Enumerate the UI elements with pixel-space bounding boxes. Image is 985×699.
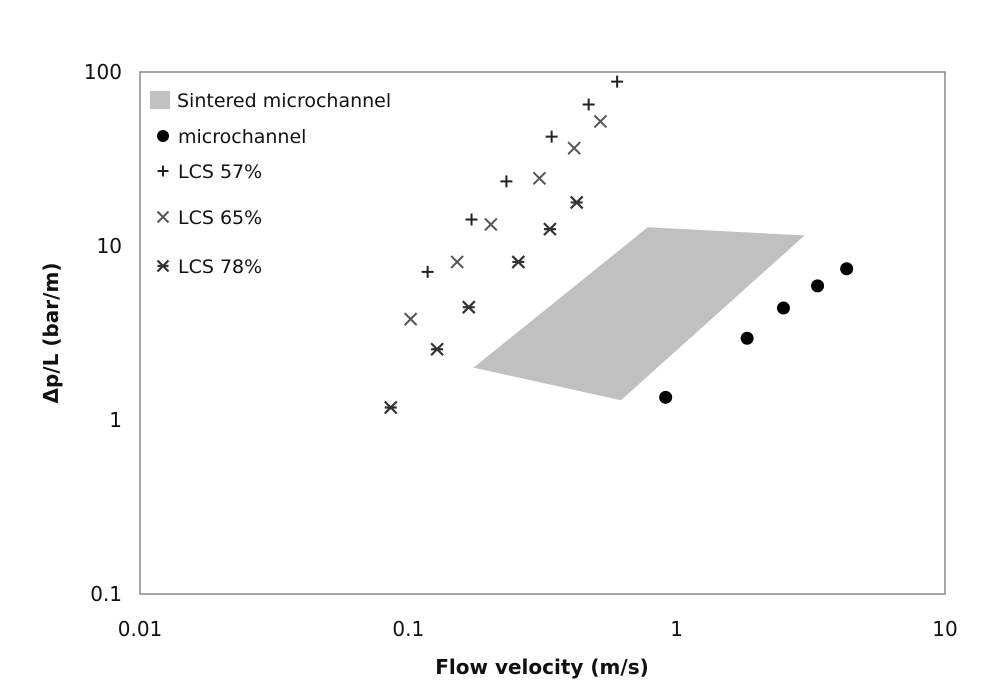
data-point-lcs-78 [462,300,476,314]
data-point-microchannel [811,279,825,293]
data-point-lcs-57 [421,265,434,278]
data-point-lcs-78 [383,400,398,415]
sintered-microchannel-region [473,227,805,401]
legend-label-lcs-65: LCS 65% [178,207,262,229]
data-point-lcs-57 [611,75,624,88]
legend-marker-lcs-57 [157,165,169,177]
data-point-lcs-78 [511,255,526,269]
data-point-lcs-78 [569,195,584,210]
data-point-lcs-65 [450,255,464,269]
legend-label-microchannel: microchannel [178,126,306,148]
x-axis-title: Flow velocity (m/s) [435,655,649,679]
y-tick-label: 0.1 [90,582,122,606]
y-tick-label: 10 [97,234,122,258]
y-tick-label: 1 [109,408,122,432]
data-point-lcs-78 [430,342,444,357]
series-microchannel [659,262,854,404]
data-point-lcs-65 [593,114,608,129]
data-point-microchannel [840,262,854,276]
series-sintered-microchannel [473,227,805,401]
legend-label-sintered-microchannel: Sintered microchannel [177,90,391,112]
data-point-lcs-57 [500,175,513,188]
data-point-microchannel [776,301,790,315]
data-point-microchannel [659,390,673,404]
legend-swatch-sintered-microchannel [150,91,170,109]
data-point-lcs-65 [532,171,547,185]
data-point-lcs-65 [484,217,498,232]
series-lcs-78 [383,195,584,415]
data-point-lcs-78 [543,222,557,236]
data-point-lcs-57 [545,130,558,143]
data-point-lcs-57 [582,98,595,111]
legend-marker-microchannel [157,130,169,142]
legend-label-lcs-78: LCS 78% [178,256,262,278]
data-point-lcs-65 [403,312,418,326]
y-tick-label: 100 [84,60,122,84]
series-lcs-57 [421,75,624,278]
data-point-microchannel [740,331,754,345]
legend-marker-lcs-65 [156,210,170,224]
series-lcs-65 [403,114,608,326]
x-tick-label: 0.1 [392,617,424,641]
y-axis-title: Δp/L (bar/m) [39,263,63,404]
x-tick-label: 0.01 [118,617,163,641]
data-point-lcs-57 [465,213,478,226]
legend-label-lcs-57: LCS 57% [178,161,262,183]
x-tick-label: 10 [932,617,957,641]
x-tick-label: 1 [670,617,683,641]
legend: Sintered microchannel microchannel LCS 57%… [150,90,391,278]
data-point-lcs-65 [567,141,581,155]
legend-marker-lcs-78 [156,259,170,273]
